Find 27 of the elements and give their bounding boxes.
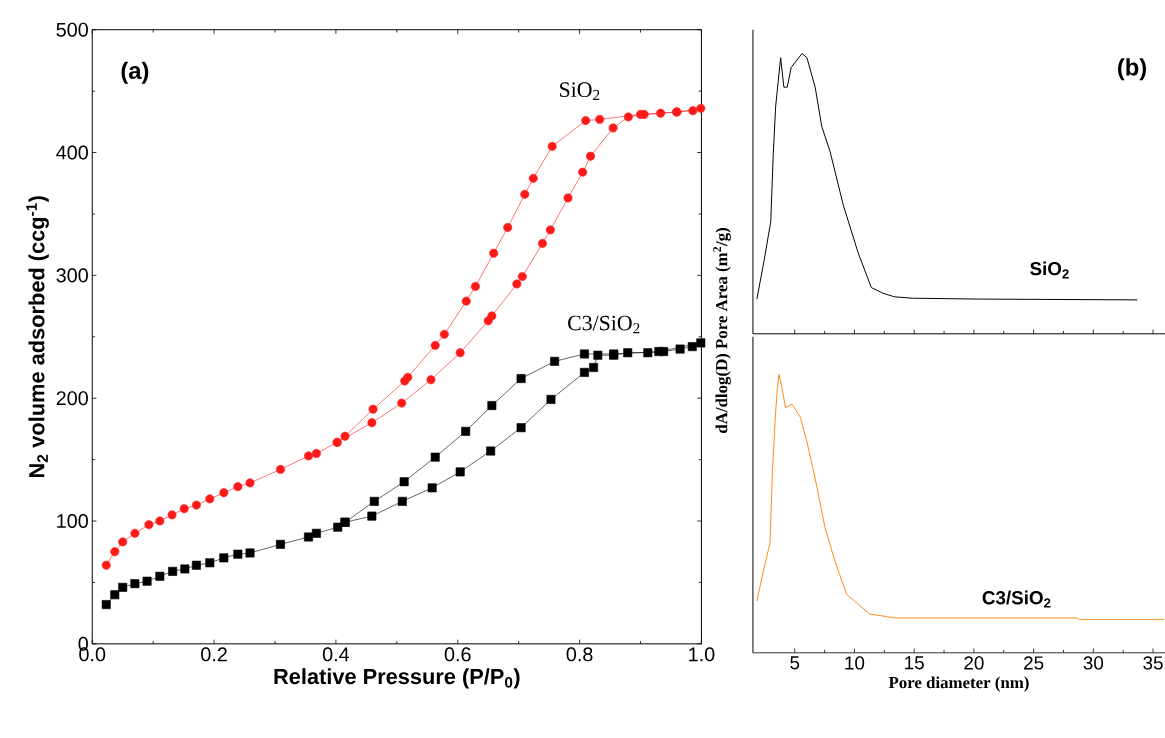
y-tick-label: 400 [56,145,88,160]
x-tick-label: 15 [905,656,924,670]
y-axis-title: N$_{2}$ volume adsorbed (ccg$^{-1}$) [26,196,49,478]
series-label: C3/SiO$_{2}$ [568,315,640,334]
series-label: SiO$_{2}$ [560,82,600,100]
series-label: SiO$_{2}$ [1030,261,1069,279]
x-tick-label: 10 [845,656,865,670]
x-tick-label: 0.4 [322,647,350,662]
annotation: (b) [1118,58,1147,81]
y-tick-label: 100 [57,514,88,529]
x-tick-label: 0.8 [566,647,593,662]
y-axis-title: dA/dlog(D) Pore Area (m$^{2}$/g) [713,228,731,433]
x-tick-label: 20 [964,656,984,670]
x-tick-label: 5 [790,656,800,670]
y-tick-label: 500 [56,22,88,37]
x-tick-label: 25 [1024,656,1044,670]
x-tick-label: 0.6 [444,647,471,662]
series-label: C3/SiO$_{2}$ [982,590,1051,608]
x-tick-label: 30 [1083,656,1104,670]
x-tick-label: 0.2 [201,647,227,662]
x-axis-title: Relative Pressure (P/P$_{0}$) [274,668,520,689]
y-tick-label: 200 [56,391,88,406]
x-tick-label: 35 [1143,656,1163,670]
y-tick-label: 300 [56,268,88,283]
x-axis-title: Pore diameter (nm) [888,676,1029,692]
x-tick-label: 1.0 [689,647,715,662]
annotation: (a) [121,61,149,84]
